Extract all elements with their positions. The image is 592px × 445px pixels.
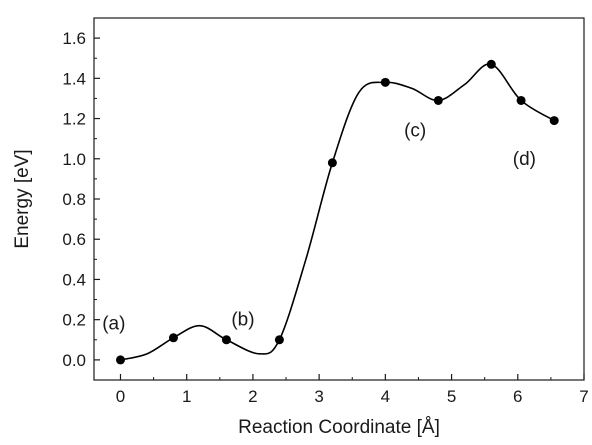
y-tick-label: 1.6 <box>62 29 86 48</box>
point-annotation: (c) <box>404 121 426 142</box>
annotations: (a) (b) (c) (d) <box>102 121 536 335</box>
point-annotation: (b) <box>231 310 254 331</box>
data-point <box>380 77 390 87</box>
energy-curve <box>120 63 555 361</box>
x-tick-label: 6 <box>513 387 522 406</box>
x-tick-label: 0 <box>116 387 125 406</box>
data-point <box>327 158 337 168</box>
x-axis-ticks: 0 1 2 3 4 5 6 7 <box>116 374 589 406</box>
point-annotation: (a) <box>102 314 125 335</box>
y-tick-label: 0.8 <box>62 190 86 209</box>
y-tick-label: 0.2 <box>62 311 86 330</box>
y-axis-ticks: 0.0 0.2 0.4 0.6 0.8 1.0 1.2 1.4 1.6 <box>62 29 100 370</box>
plot-frame <box>93 17 585 381</box>
x-tick-label: 7 <box>579 387 588 406</box>
data-point <box>168 333 178 343</box>
data-point <box>115 355 125 365</box>
x-tick-label: 5 <box>447 387 456 406</box>
x-tick-label: 1 <box>182 387 191 406</box>
data-point <box>486 59 496 69</box>
data-points <box>115 59 559 365</box>
data-point <box>433 95 443 105</box>
y-tick-label: 0.6 <box>62 230 86 249</box>
y-tick-label: 0.4 <box>62 270 86 289</box>
y-tick-label: 0.0 <box>62 351 86 370</box>
x-axis-label: Reaction Coordinate [Å] <box>238 417 440 438</box>
data-point <box>221 335 231 345</box>
y-axis-label: Energy [eV] <box>12 149 33 248</box>
y-tick-label: 1.2 <box>62 110 86 129</box>
x-tick-label: 3 <box>314 387 323 406</box>
data-point <box>549 116 559 126</box>
y-tick-label: 1.4 <box>62 69 86 88</box>
x-tick-label: 4 <box>381 387 390 406</box>
x-tick-label: 2 <box>248 387 257 406</box>
data-point <box>274 335 284 345</box>
y-tick-label: 1.0 <box>62 150 86 169</box>
data-point <box>516 95 526 105</box>
point-annotation: (d) <box>513 149 536 170</box>
